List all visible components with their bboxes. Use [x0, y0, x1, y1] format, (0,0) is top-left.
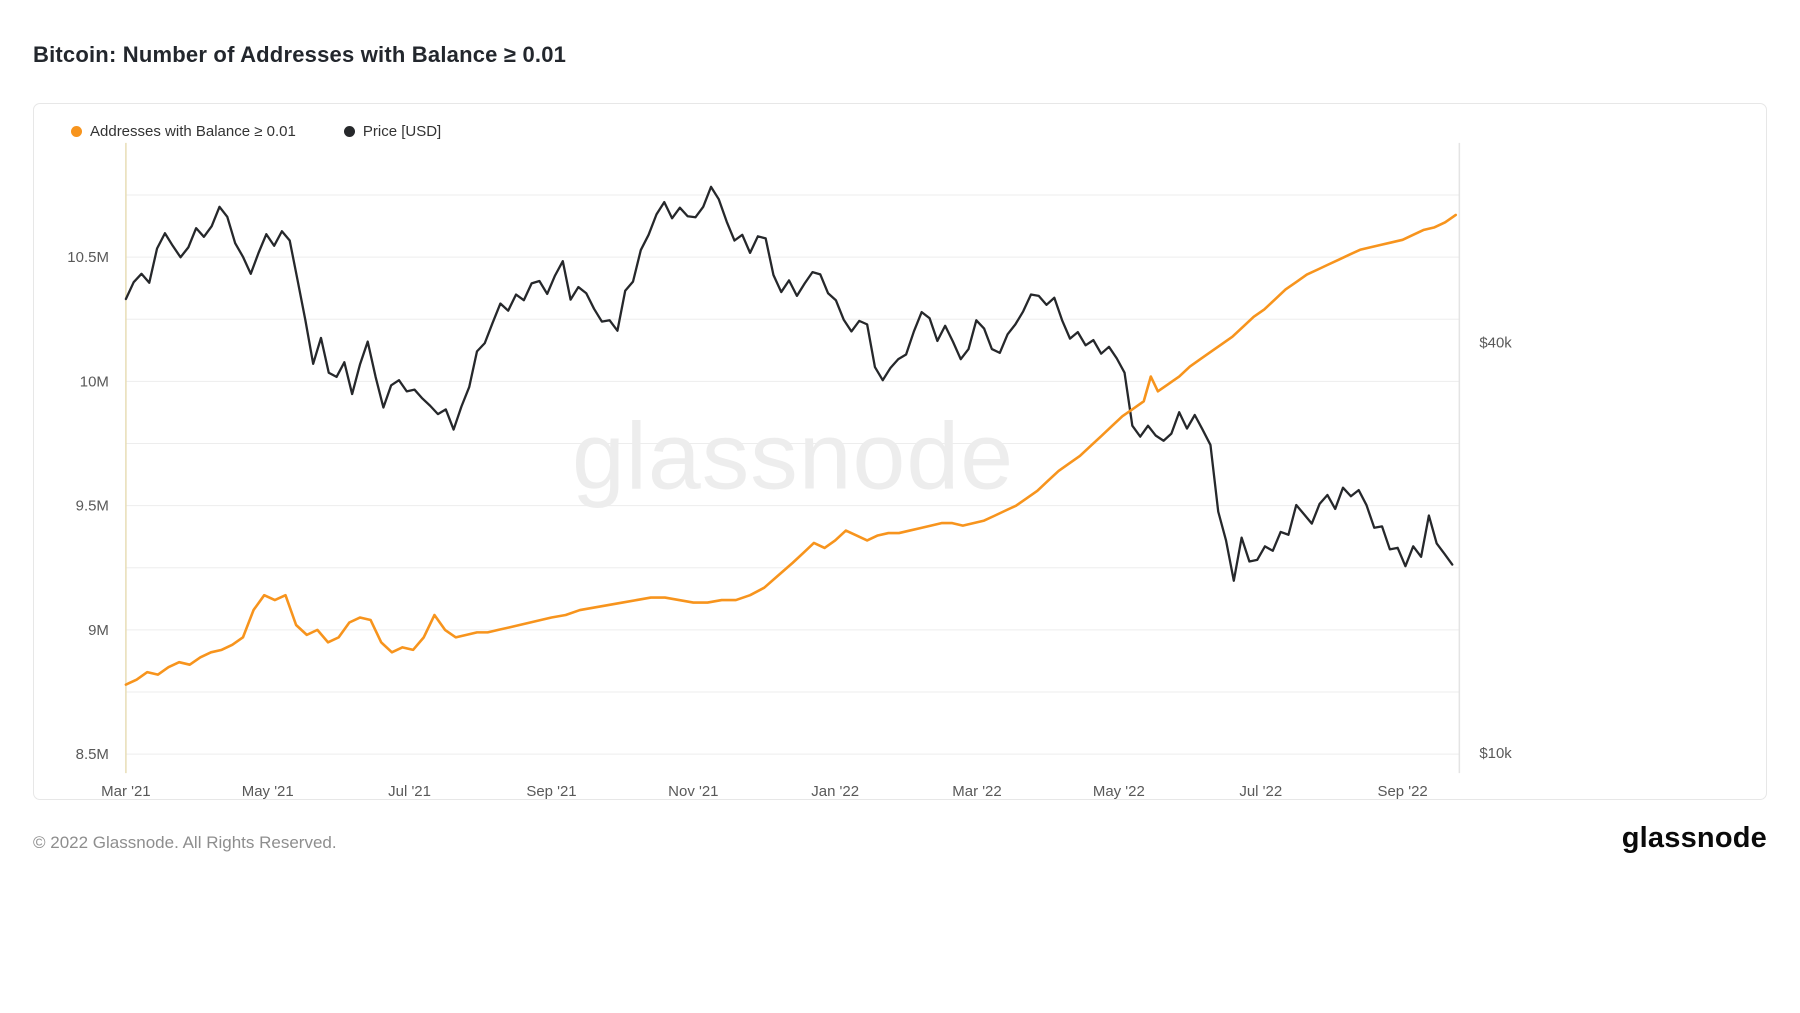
x-tick-label: Jul '21 — [388, 783, 431, 799]
left-tick-label: 9.5M — [76, 498, 109, 515]
x-tick-label: May '21 — [242, 783, 294, 799]
chart-legend: Addresses with Balance ≥ 0.01 Price [USD… — [71, 123, 441, 140]
legend-label-addresses: Addresses with Balance ≥ 0.01 — [90, 123, 296, 140]
x-tick-label: Jul '22 — [1239, 783, 1282, 799]
left-tick-label: 10M — [80, 373, 109, 390]
series-line-price — [124, 185, 1454, 582]
x-tick-label: Sep '22 — [1377, 783, 1427, 799]
right-tick-label: $40k — [1479, 334, 1512, 351]
x-tick-label: Mar '21 — [101, 783, 150, 799]
legend-item-price[interactable]: Price [USD] — [343, 123, 442, 140]
x-tick-label: Sep '21 — [526, 783, 576, 799]
x-tick-label: May '22 — [1093, 783, 1145, 799]
chart-panel: Addresses with Balance ≥ 0.01 Price [USD… — [33, 103, 1767, 800]
series-line-addresses — [124, 213, 1458, 686]
legend-dot-icon — [71, 126, 82, 137]
footer-copyright: © 2022 Glassnode. All Rights Reserved. — [33, 833, 337, 852]
chart-canvas[interactable]: 10.5M 10M 9.5M 9M 8.5M $40k $10k Mar '21 May '21… — [34, 104, 1766, 799]
legend-dot-icon — [343, 126, 355, 137]
legend-label-price: Price [USD] — [362, 123, 442, 140]
x-tick-label: Jan '22 — [811, 783, 859, 799]
left-tick-label: 9M — [88, 622, 109, 639]
legend-item-addresses[interactable]: Addresses with Balance ≥ 0.01 — [71, 123, 296, 140]
x-tick-label: Nov '21 — [668, 783, 718, 799]
left-tick-label: 10.5M — [67, 249, 109, 266]
page-title: Bitcoin: Number of Addresses with Balanc… — [33, 42, 567, 67]
left-tick-label: 8.5M — [76, 746, 109, 763]
glassnode-logo[interactable]: glassnode — [1621, 822, 1767, 854]
right-tick-label: $10k — [1479, 745, 1512, 762]
x-tick-label: Mar '22 — [952, 783, 1001, 799]
